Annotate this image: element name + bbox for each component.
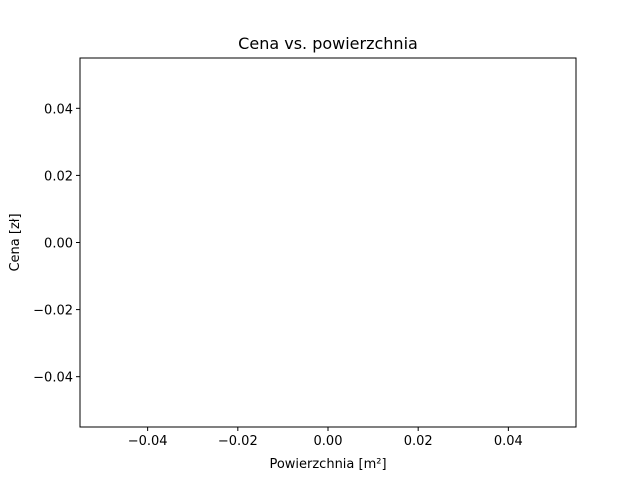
- x-tick-label: −0.02: [218, 434, 258, 449]
- y-axis-label: Cena [zł]: [8, 213, 23, 271]
- x-tick-label: 0.02: [404, 434, 433, 449]
- y-tick-label: 0.00: [44, 237, 73, 252]
- x-axis-label: Powierzchnia [m²]: [269, 457, 386, 472]
- x-tick-label: −0.04: [128, 434, 168, 449]
- y-tick-label: −0.04: [33, 371, 73, 386]
- y-axis-ticks: −0.04 −0.02 0.00 0.02 0.04: [33, 102, 80, 386]
- y-tick-label: 0.02: [44, 169, 73, 184]
- x-tick-label: 0.04: [494, 434, 523, 449]
- y-tick-label: −0.02: [33, 304, 73, 319]
- chart-title: Cena vs. powierzchnia: [238, 34, 418, 53]
- x-tick-label: 0.00: [314, 434, 343, 449]
- plot-area-frame: [79, 57, 577, 428]
- x-axis-ticks: −0.04 −0.02 0.00 0.02 0.04: [128, 427, 523, 449]
- y-tick-label: 0.04: [44, 102, 73, 117]
